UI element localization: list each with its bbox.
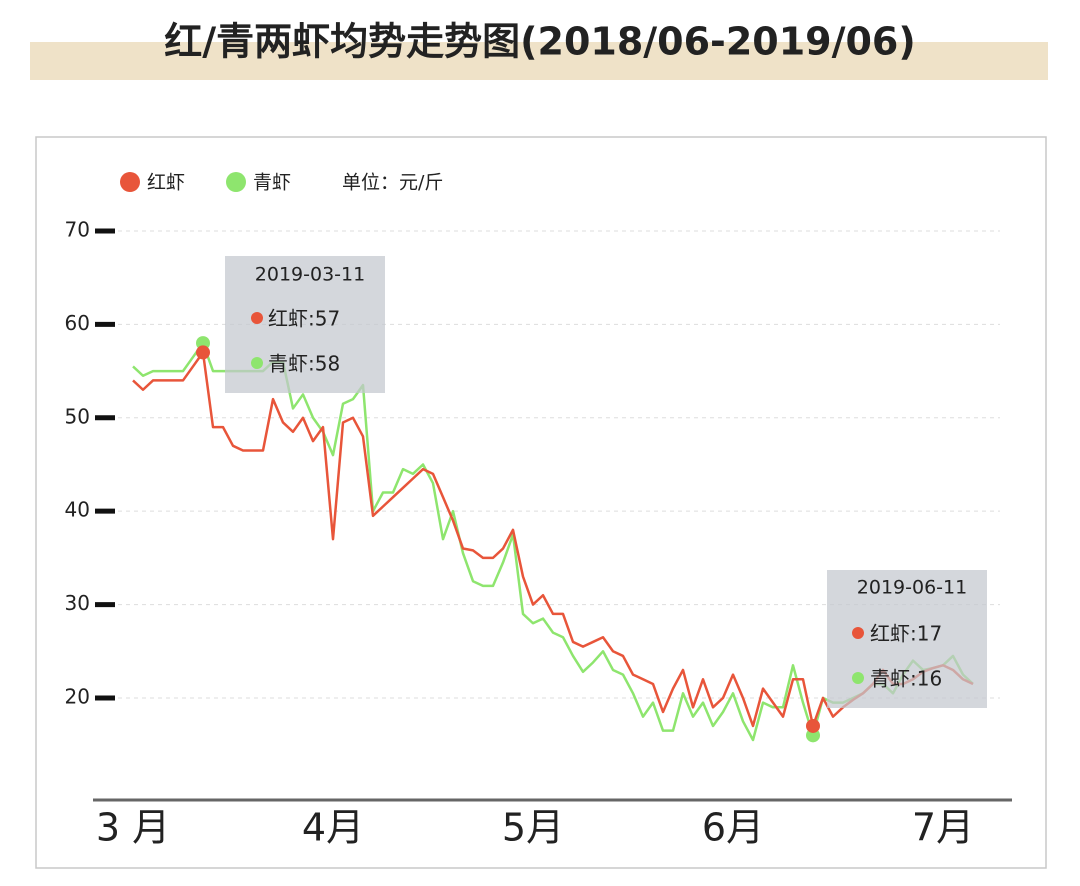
chart-frame: [35, 136, 1047, 869]
tooltip-text: 红虾:57: [268, 307, 340, 331]
highlight-point: [806, 718, 820, 733]
x-tick-label: 4月: [302, 806, 364, 850]
y-tick-label: 40: [65, 498, 90, 522]
chart-title: 红/青两虾均势走势图(2018/06-2019/06): [164, 20, 915, 64]
y-tick-label: 60: [65, 311, 90, 335]
tooltips: 2019-03-11 红虾:57 青虾:58 2019-06-11 红虾:17 …: [225, 256, 987, 708]
tooltip-text: 青虾:58: [268, 352, 340, 376]
title-band: [30, 42, 1048, 80]
y-tick-label: 50: [65, 404, 90, 428]
series-line: [132, 351, 974, 728]
unit-label: 单位：元/斤: [342, 172, 443, 194]
tooltip-dot: [852, 672, 864, 684]
tooltip-dot: [852, 627, 864, 639]
tooltip-dot: [251, 357, 263, 369]
x-tick-label: 5月: [502, 806, 564, 850]
plot: 20 30 40 50 60 70 3 月 4月 5月 6月 7月: [65, 218, 1012, 850]
legend-label: 青虾: [253, 172, 291, 194]
x-tick-label: 7月: [912, 806, 974, 850]
tooltip-date: 2019-03-11: [255, 264, 365, 286]
legend-swatch: [120, 172, 140, 192]
legend-swatch: [226, 172, 246, 192]
x-tick-label: 6月: [702, 806, 764, 850]
tooltip-dot: [251, 312, 263, 324]
x-tick-label: 3 月: [96, 806, 170, 850]
legend-label: 红虾: [147, 172, 185, 194]
y-tick-label: 20: [65, 684, 90, 708]
y-tick-label: 30: [65, 591, 90, 615]
tooltip-text: 红虾:17: [870, 622, 942, 646]
tooltip-box: [225, 256, 385, 393]
tooltip-text: 青虾:16: [870, 667, 942, 691]
tooltip-box: [827, 570, 987, 708]
highlight-point: [196, 345, 210, 360]
tooltip-date: 2019-06-11: [857, 577, 967, 599]
y-tick-label: 70: [65, 218, 90, 242]
